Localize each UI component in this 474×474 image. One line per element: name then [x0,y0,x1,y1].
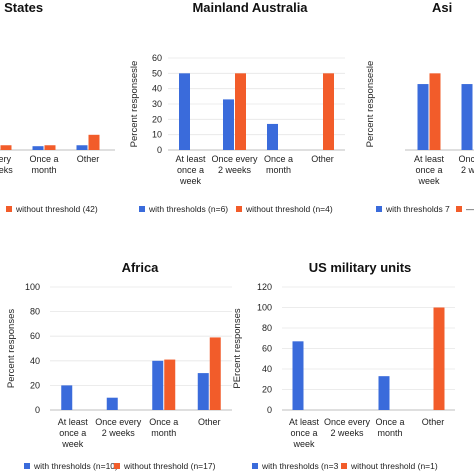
x-tick-label: Once a month [29,154,58,175]
bar-with-threshold [61,385,73,410]
chart-title: US military units [309,260,412,275]
x-tick-label: At least once a week [289,417,320,449]
chart-us-military: US military units 0 20 40 60 80 100 120 PErcent … [232,260,455,471]
bar-with-threshold [76,145,88,150]
legend-swatch [24,463,30,469]
bar-with-threshold [292,341,304,410]
y-tick-label: 0 [157,145,162,155]
y-tick-label: 40 [152,84,162,94]
x-tick-label: Once every 2 weeks [324,417,371,438]
bar-with-threshold [179,73,190,150]
bar-without-threshold [0,145,12,150]
legend-swatch [341,463,347,469]
bar-with-threshold [197,373,209,410]
legend-swatch [376,206,382,212]
y-tick-label: 60 [152,53,162,63]
bar-with-threshold [378,376,390,410]
chart-africa: Africa 0 20 40 60 80 100 Percent responses At le… [6,260,232,471]
x-tick-label: Once a month [375,417,404,438]
x-tick-label: Once every 2 weeks [95,417,142,438]
bar-without-threshold [235,73,246,150]
chart-asia: Asi Percent responsesle At least once a week… [365,0,474,214]
legend-label: with thresholds (n=10) [33,461,118,471]
y-tick-label: 100 [257,303,272,313]
chart-title: Africa [122,260,160,275]
bar-without-threshold [433,307,445,410]
bar-with-threshold [461,84,473,150]
y-tick-label: 0 [35,405,40,415]
x-tick-label: At least once a week [175,154,206,186]
y-tick-label: 20 [152,114,162,124]
bar-without-threshold [44,145,56,150]
x-tick-label: Other [77,154,100,164]
x-tick-label: Other [198,417,221,427]
x-tick-label: Once every 2 weeks [211,154,258,175]
bar-with-threshold [267,123,278,150]
legend-swatch [236,206,242,212]
bar-with-threshold [32,146,44,150]
bar-without-threshold [88,134,100,150]
y-tick-label: 80 [262,323,272,333]
y-tick-label: 60 [262,344,272,354]
y-tick-label: 50 [152,68,162,78]
chart-title: Asi [432,0,452,15]
x-tick-label: At least once a week [414,154,445,186]
y-axis-label: PErcent responses [232,308,243,389]
chart-mainland-australia: Mainland Australia 0 10 20 30 40 50 60 Percent r… [129,0,345,214]
y-tick-label: 20 [262,385,272,395]
legend-swatch [139,206,145,212]
x-tick-label: At least once a week [58,417,89,449]
bar-with-threshold [152,360,164,410]
legend-swatch [456,206,462,212]
legend-label: without threshold (n=17) [123,461,216,471]
chart-title: Mainland Australia [192,0,308,15]
legend-swatch [252,463,258,469]
y-tick-label: 80 [30,307,40,317]
y-tick-label: 60 [30,331,40,341]
chart-title: l States [0,0,43,15]
legend-label: without threshold (n=1) [350,461,438,471]
legend-label: without threshold (42) [15,204,98,214]
y-tick-label: 20 [30,380,40,390]
bar-with-threshold [223,99,234,150]
x-tick-label: Once e2 wee [458,154,474,175]
y-tick-label: 10 [152,130,162,140]
x-tick-label: Once a month [264,154,293,175]
bar-without-threshold [323,73,334,150]
y-tick-label: 100 [25,282,40,292]
y-axis-label: Percent responses [6,309,17,388]
bar-with-threshold [417,84,429,150]
y-tick-label: 30 [152,99,162,109]
bar-without-threshold [429,73,441,150]
y-axis-label: Percent responsesle [365,61,376,148]
x-tick-label: Other [311,154,334,164]
y-axis-label: Percent responsesle [129,61,140,148]
x-tick-label: Other [422,417,445,427]
y-tick-label: 120 [257,282,272,292]
bar-without-threshold [164,359,176,410]
legend-swatch [114,463,120,469]
x-tick-label: Once a month [149,417,178,438]
y-tick-label: 0 [267,405,272,415]
y-tick-label: 40 [30,356,40,366]
y-tick-label: 40 [262,364,272,374]
legend-label: — [466,204,474,214]
legend-label: with thresholds 7 [385,204,450,214]
legend-label: with thresholds (n=3 [261,461,339,471]
legend-swatch [6,206,12,212]
legend-label: with thresholds (n=6) [148,204,228,214]
bar-with-threshold [106,397,118,410]
x-tick-label: everyweeks [0,154,13,175]
legend-label: without threshold (n=4) [245,204,333,214]
bar-without-threshold [209,337,221,410]
